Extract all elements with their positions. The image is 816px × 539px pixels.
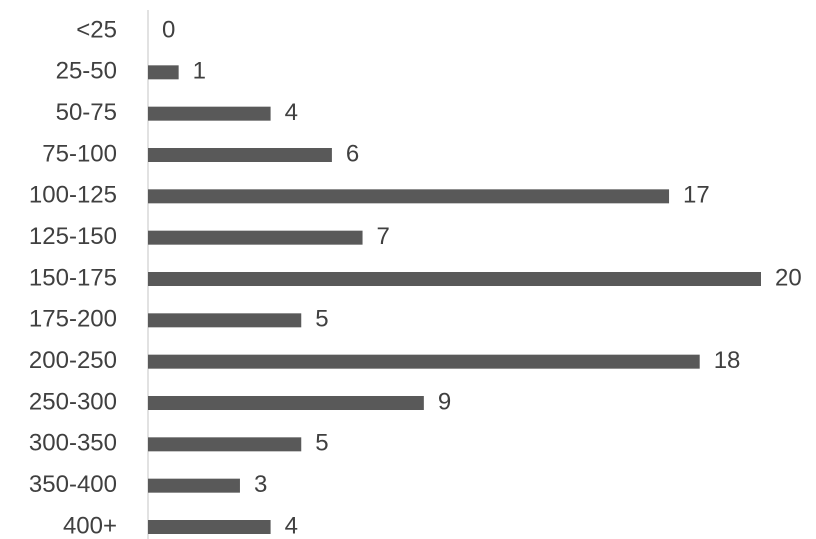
- y-tick-label: 150-175: [29, 264, 117, 291]
- bar: [148, 189, 670, 204]
- value-label: 3: [254, 471, 267, 498]
- y-tick-label: 200-250: [29, 347, 117, 374]
- y-tick-label: 50-75: [56, 99, 117, 126]
- bar: [148, 396, 424, 410]
- y-tick-label: 250-300: [29, 388, 117, 415]
- bar: [148, 437, 302, 452]
- y-tick-label: 25-50: [56, 58, 117, 85]
- bar: [148, 106, 271, 121]
- value-label: 0: [162, 16, 175, 43]
- value-label: 20: [775, 264, 802, 291]
- value-label: 18: [714, 347, 741, 374]
- value-label: 6: [346, 140, 359, 167]
- bar: [148, 65, 179, 80]
- bar: [148, 354, 700, 369]
- value-label: 17: [683, 182, 710, 209]
- value-label: 1: [193, 58, 206, 85]
- value-label: 5: [315, 430, 328, 457]
- bar: [148, 478, 240, 493]
- y-tick-label: 75-100: [42, 140, 117, 167]
- y-tick-label: 350-400: [29, 471, 117, 498]
- value-label: 4: [285, 512, 298, 539]
- y-tick-label: 100-125: [29, 182, 117, 209]
- y-tick-label: 125-150: [29, 223, 117, 250]
- y-tick-label: 175-200: [29, 306, 117, 333]
- bar: [148, 272, 761, 286]
- y-tick-label: <25: [76, 16, 117, 43]
- bar: [148, 148, 332, 162]
- bar: [148, 230, 363, 245]
- value-label: 9: [438, 388, 451, 415]
- y-tick-label: 300-350: [29, 430, 117, 457]
- bar: [148, 313, 302, 328]
- value-label: 5: [315, 306, 328, 333]
- bar: [148, 520, 271, 534]
- value-label: 4: [285, 99, 298, 126]
- y-tick-label: 400+: [63, 512, 117, 539]
- value-label: 7: [377, 223, 390, 250]
